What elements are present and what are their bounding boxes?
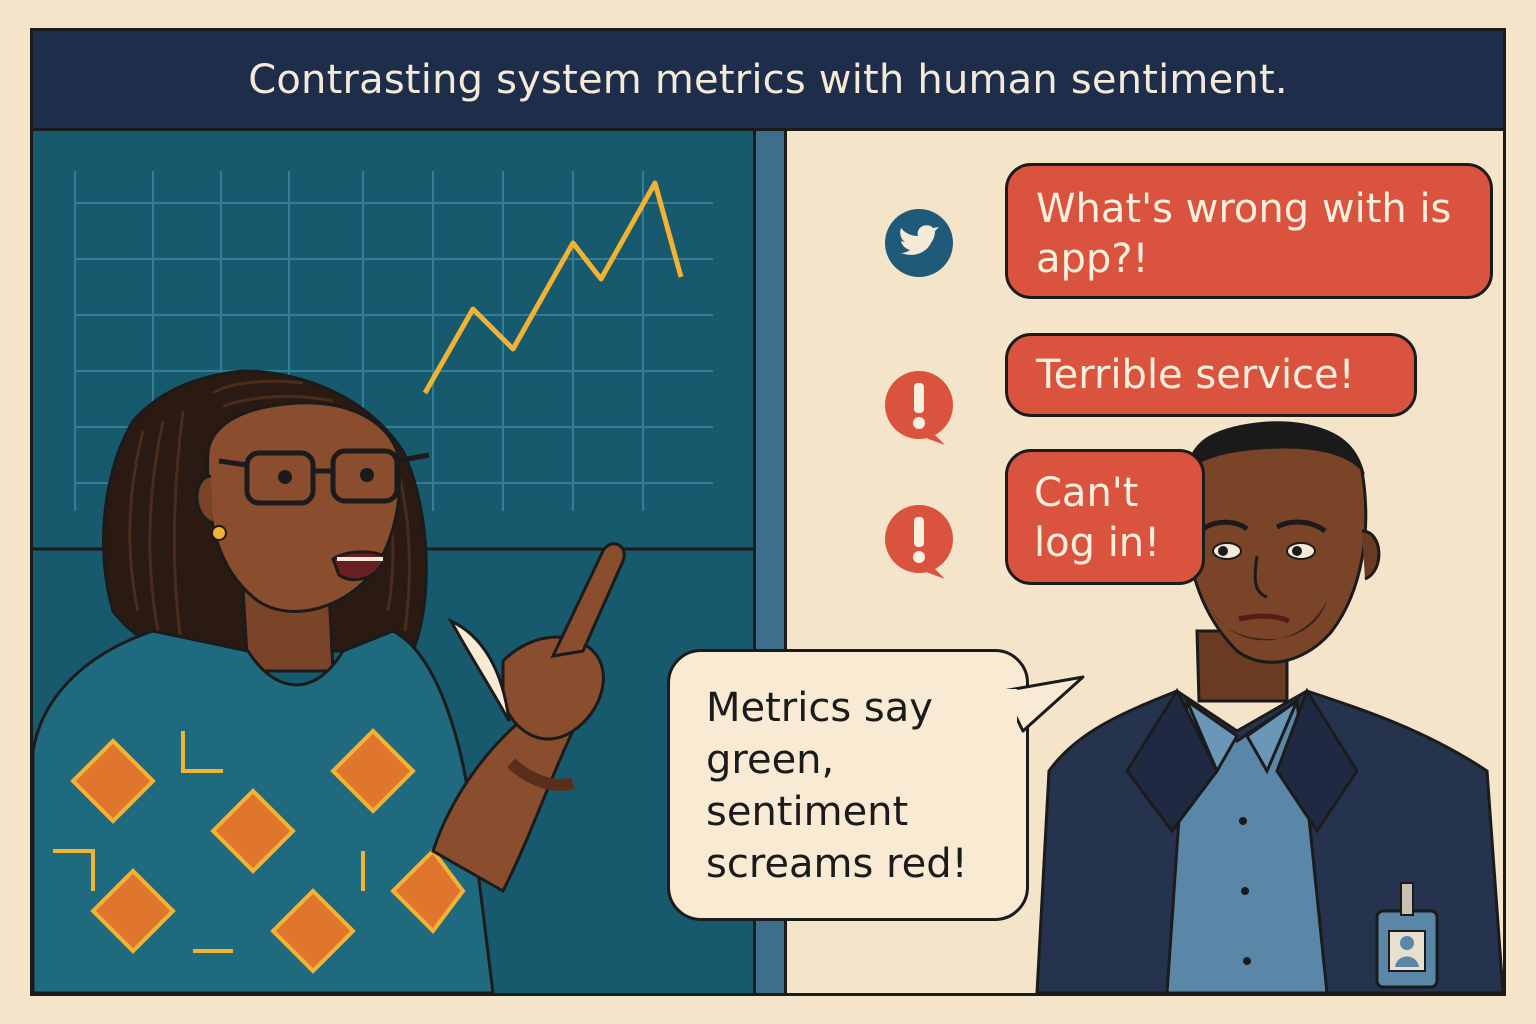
dashboard-scene: [33, 171, 753, 993]
caption-title: Contrasting system metrics with human se…: [248, 56, 1288, 103]
feed-message-3: Can't log in!: [1005, 449, 1205, 585]
feed-message-2: Terrible service!: [1005, 333, 1417, 417]
woman-speech-tail: [447, 617, 511, 722]
feed-message-text: What's wrong with is app?!: [1036, 186, 1452, 282]
woman-presenter: [33, 369, 626, 993]
man-figure: [1035, 421, 1503, 993]
twitter-bird-icon: [883, 207, 955, 279]
caption-banner: Contrasting system metrics with human se…: [33, 31, 1503, 131]
speech-bubble-tail: [1003, 675, 1085, 733]
dashboard-wall: [33, 131, 753, 993]
metric-trend-line: [422, 180, 684, 395]
feed-message-text: Can't log in!: [1034, 470, 1161, 566]
feed-message-text: Terrible service!: [1036, 352, 1355, 398]
exclamation-icon: [883, 369, 955, 449]
speech-bubble: Metrics say green, sentiment screams red…: [667, 649, 1029, 921]
exclamation-icon: [883, 503, 955, 583]
comic-panel: Contrasting system metrics with human se…: [30, 28, 1506, 996]
feed-message-1: What's wrong with is app?!: [1005, 163, 1493, 299]
speech-text: Metrics say green, sentiment screams red…: [706, 685, 968, 887]
